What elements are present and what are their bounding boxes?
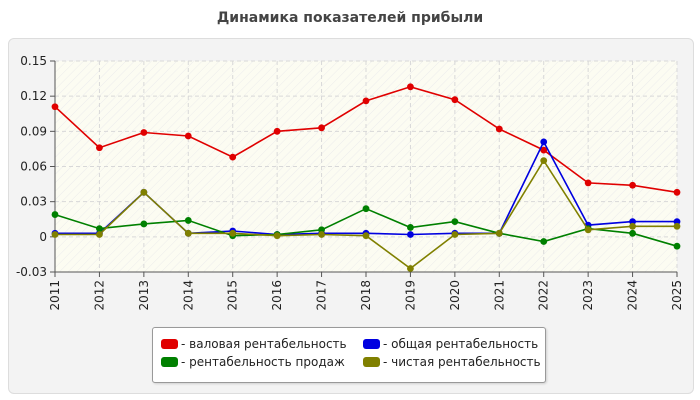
data-point-2 <box>318 226 325 234</box>
data-point-3 <box>51 231 59 238</box>
data-point-0 <box>495 125 503 133</box>
x-tick-label: 2011 <box>48 280 62 311</box>
legend-item-net-margin: - чистая рентабельность <box>363 355 541 369</box>
data-point-0 <box>451 96 459 104</box>
data-point-3 <box>451 231 459 238</box>
data-point-3 <box>407 265 414 272</box>
y-tick-label: -0.03 <box>16 265 47 279</box>
x-tick-label: 2021 <box>492 280 506 311</box>
legend-label-net-margin: - чистая рентабельность <box>383 355 541 369</box>
y-tick-label: 0.03 <box>20 195 47 209</box>
x-tick-label: 2015 <box>226 280 240 311</box>
data-point-0 <box>407 83 414 91</box>
legend-label-gross-margin: - валовая рентабельность <box>181 337 347 351</box>
legend-swatch-gross-margin <box>161 339 178 349</box>
data-point-2 <box>407 224 414 231</box>
legend-label-sales-margin: - рентабельность продаж <box>181 355 345 369</box>
legend-item-sales-margin: - рентабельность продаж <box>161 355 345 369</box>
data-point-2 <box>540 238 548 245</box>
data-point-2 <box>96 225 103 233</box>
data-point-0 <box>96 144 103 152</box>
data-point-0 <box>273 127 281 135</box>
data-point-2 <box>362 205 370 213</box>
data-point-0 <box>584 179 592 187</box>
data-point-3 <box>140 188 148 196</box>
data-point-1 <box>407 231 414 238</box>
legend-swatch-sales-margin <box>161 357 178 367</box>
data-point-3 <box>495 229 503 237</box>
legend-item-gross-margin: - валовая рентабельность <box>161 337 347 351</box>
data-point-3 <box>362 232 370 240</box>
x-tick-label: 2019 <box>403 280 417 311</box>
data-point-3 <box>584 226 592 234</box>
x-tick-label: 2012 <box>92 280 106 311</box>
data-point-2 <box>451 218 459 225</box>
x-tick-label: 2017 <box>315 280 329 311</box>
legend-label-total-margin: - общая рентабельность <box>383 337 539 351</box>
x-tick-label: 2022 <box>537 280 551 311</box>
y-tick-label: 0.09 <box>20 124 47 138</box>
legend-swatch-total-margin <box>363 339 380 349</box>
x-tick-label: 2018 <box>359 280 373 311</box>
data-point-0 <box>629 181 636 189</box>
data-point-2 <box>673 242 681 250</box>
y-tick-label: 0.12 <box>20 89 47 103</box>
data-point-2 <box>140 220 148 228</box>
data-point-3 <box>184 229 192 237</box>
data-point-3 <box>318 231 325 238</box>
legend-item-total-margin: - общая рентабельность <box>363 337 538 351</box>
data-point-2 <box>51 211 59 218</box>
data-point-1 <box>673 218 681 225</box>
data-point-3 <box>673 222 681 230</box>
chart-title: Динамика показателей прибыли <box>216 10 484 26</box>
data-point-2 <box>184 217 192 224</box>
data-point-1 <box>540 138 548 146</box>
y-tick-label: 0.15 <box>20 54 47 68</box>
x-tick-label: 2014 <box>181 280 195 311</box>
data-point-0 <box>140 129 148 136</box>
data-point-3 <box>540 157 548 165</box>
data-point-3 <box>96 231 103 238</box>
data-point-3 <box>629 222 636 230</box>
legend-swatch-net-margin <box>363 357 380 367</box>
x-tick-label: 2016 <box>270 280 284 311</box>
data-point-0 <box>229 153 237 161</box>
x-tick-label: 2023 <box>581 280 595 311</box>
x-tick-label: 2024 <box>626 280 640 311</box>
data-point-2 <box>629 229 636 237</box>
data-point-0 <box>51 103 59 111</box>
data-point-1 <box>629 218 636 225</box>
data-point-3 <box>273 232 281 240</box>
data-point-0 <box>318 124 325 132</box>
data-point-0 <box>540 146 548 154</box>
data-point-0 <box>184 132 192 140</box>
x-tick-label: 2025 <box>670 280 684 311</box>
x-tick-label: 2020 <box>448 280 462 311</box>
y-tick-label: 0 <box>39 230 47 244</box>
data-point-3 <box>229 229 237 237</box>
x-tick-label: 2013 <box>137 280 151 311</box>
y-tick-label: 0.06 <box>20 160 47 174</box>
legend: - валовая рентабельность - общая рентабе… <box>152 327 546 383</box>
data-point-0 <box>673 188 681 196</box>
data-point-0 <box>362 97 370 105</box>
